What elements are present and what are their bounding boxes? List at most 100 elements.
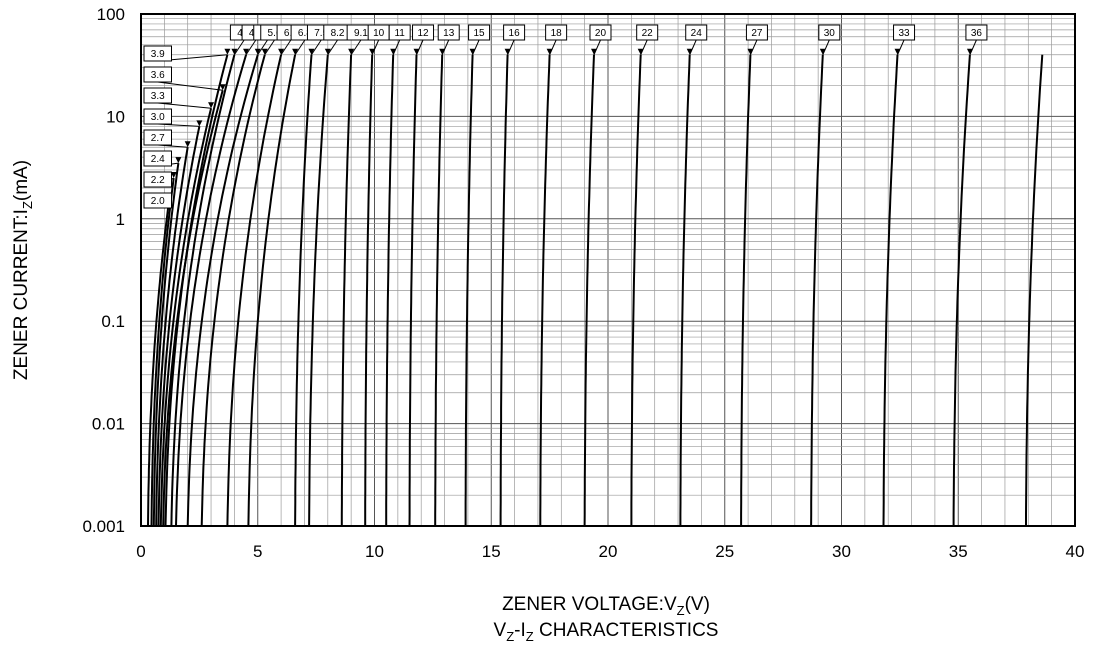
curve-label-7.5: 7.5 (314, 28, 328, 39)
label-leader (264, 39, 275, 56)
curve-label-20: 20 (595, 28, 607, 39)
zener-curve-4.3 (170, 54, 236, 527)
zener-curve-16 (499, 54, 509, 526)
label-box (636, 24, 659, 41)
label-arrowhead (208, 102, 215, 109)
zener-curve-15 (464, 54, 474, 526)
curve-label-6.8: 6.8 (298, 28, 312, 39)
curve-label-3.3: 3.3 (151, 91, 165, 102)
y-tick-label: 10 (106, 107, 125, 126)
label-leader (157, 102, 212, 109)
label-arrowhead (413, 48, 420, 55)
curve-label-5.6: 5.6 (268, 28, 282, 39)
label-leader (327, 39, 338, 56)
label-arrowhead (170, 172, 177, 179)
zener-curve-5.1 (186, 54, 259, 527)
zener-curve-10 (364, 54, 374, 526)
label-box (143, 45, 172, 62)
x-tick-label: 25 (715, 542, 734, 561)
label-leader (233, 39, 245, 56)
label-box (468, 24, 491, 41)
curve-label-3.6: 3.6 (151, 70, 165, 81)
zener-curve-27 (740, 54, 752, 526)
label-arrowhead (686, 48, 693, 55)
chart-subtitle: VZ-IZ CHARACTERISTICS (494, 620, 719, 644)
label-box (412, 24, 435, 41)
label-box (503, 24, 526, 41)
curve-label-3.9: 3.9 (151, 49, 165, 60)
label-leader (311, 39, 322, 56)
label-box (437, 24, 460, 41)
label-arrowhead (261, 48, 268, 55)
label-box (388, 24, 411, 41)
y-tick-label: 1 (116, 210, 125, 229)
y-axis-title: ZENER CURRENT:IZ(mA) (11, 160, 35, 380)
curve-label-9.1: 9.1 (354, 28, 368, 39)
zener-curve-12 (408, 54, 418, 527)
zener-curve-2.7 (155, 147, 189, 527)
zener-curve-18 (539, 54, 551, 526)
label-arrowhead (966, 48, 973, 55)
curve-label-11: 11 (394, 28, 405, 39)
label-arrowhead (390, 48, 397, 55)
label-box (143, 108, 172, 125)
y-tick-label: 0.1 (101, 312, 125, 331)
label-box (589, 24, 612, 41)
label-arrowhead (219, 84, 226, 91)
label-box (745, 24, 768, 41)
label-group: 4.34.75.15.66.26.87.58.29.11011121315161… (143, 24, 988, 209)
zener-curve-9.1 (340, 54, 353, 526)
curve-label-3.0: 3.0 (151, 112, 165, 123)
zener-curve-5.6 (200, 54, 266, 527)
label-box (545, 24, 568, 41)
zener-curve-20 (583, 54, 595, 527)
curve-group (147, 54, 1044, 527)
zener-curve-2.4 (152, 162, 180, 527)
grid (141, 14, 1075, 526)
label-arrowhead (324, 48, 331, 55)
curve-label-18: 18 (551, 28, 563, 39)
curve-label-2.2: 2.2 (151, 175, 165, 186)
x-tick-label: 40 (1066, 542, 1085, 561)
label-box (818, 24, 841, 41)
label-arrowhead (369, 48, 376, 55)
zener-curve-2.2 (150, 177, 175, 527)
zener-curve-24 (679, 54, 691, 526)
label-arrowhead (469, 48, 476, 55)
curve-label-2.0: 2.0 (151, 196, 165, 207)
label-arrowhead (278, 48, 285, 55)
curve-label-16: 16 (509, 28, 521, 39)
curve-label-10: 10 (373, 28, 385, 39)
x-tick-label: 15 (482, 542, 501, 561)
label-box (893, 24, 916, 41)
zener-curve-6.8 (247, 54, 297, 527)
label-arrowhead (184, 141, 191, 148)
zener-curve-13 (434, 54, 444, 526)
label-arrowhead (504, 48, 511, 55)
label-arrowhead (348, 48, 355, 55)
curve-label-2.4: 2.4 (151, 154, 165, 165)
x-axis-title: ZENER VOLTAGE:VZ(V) (502, 594, 710, 618)
zener-curve-36 (952, 54, 971, 526)
curve-label-15: 15 (474, 28, 486, 39)
tick-labels: 0 5 10 15 20 25 30 35 40 0.001 0.01 0.1 1 10 100 (82, 5, 1084, 561)
label-box (143, 87, 172, 104)
label-box (143, 171, 172, 188)
curve-label-13: 13 (443, 28, 455, 39)
zener-curve-4.7 (175, 54, 248, 527)
y-tick-label: 0.001 (82, 517, 125, 536)
plot-frame (140, 13, 1076, 527)
label-leader (157, 81, 223, 91)
y-tick-label: 100 (97, 5, 125, 24)
label-arrowhead (439, 48, 446, 55)
zener-curve-11 (385, 54, 395, 526)
label-arrowhead (546, 48, 553, 55)
x-tick-label: 30 (832, 542, 851, 561)
zener-curve-33 (882, 54, 899, 527)
zener-curve-3.9 (164, 54, 229, 527)
curve-label-12: 12 (417, 28, 429, 39)
label-arrowhead (254, 48, 261, 55)
curve-label-22: 22 (642, 28, 654, 39)
x-tick-label: 20 (599, 542, 618, 561)
label-box (965, 24, 988, 41)
